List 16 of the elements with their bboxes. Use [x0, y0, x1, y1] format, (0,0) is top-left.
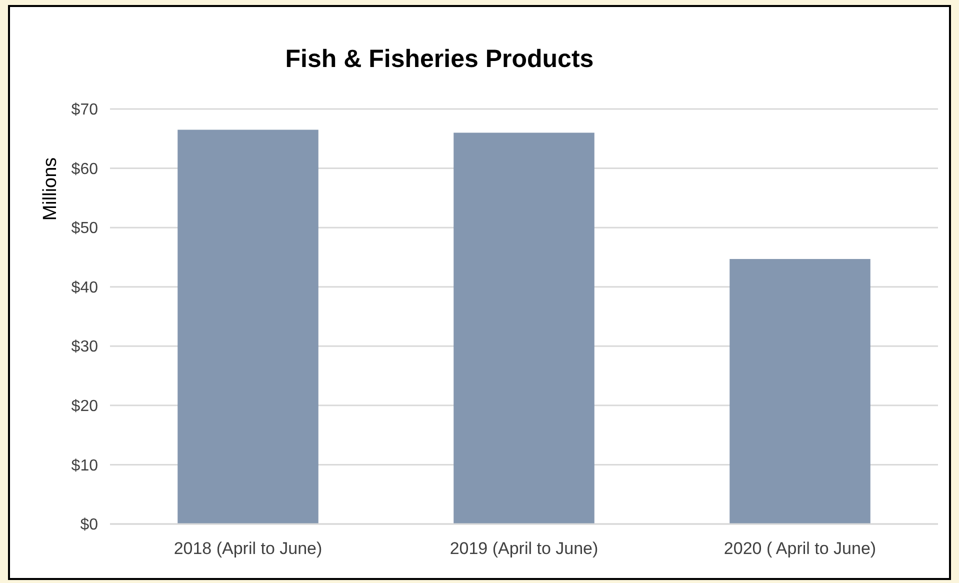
y-tick-label: $60 [71, 160, 98, 178]
bar [730, 258, 870, 524]
y-tick-label: $0 [80, 516, 98, 534]
y-tick-label: $30 [71, 338, 98, 356]
bar [454, 132, 594, 524]
bar [178, 130, 318, 524]
y-tick-label: $50 [71, 220, 98, 238]
x-tick-label: 2019 (April to June) [450, 539, 598, 558]
y-tick-label: $10 [71, 457, 98, 474]
y-tick-label: $70 [71, 102, 98, 119]
y-tick-label: $40 [71, 279, 98, 296]
x-tick-label: 2018 (April to June) [174, 539, 322, 558]
y-tick-label: $20 [71, 398, 98, 416]
x-tick-label: 2020 ( April to June) [724, 539, 876, 558]
y-axis-title: Millions [40, 157, 61, 221]
chart-title: Fish & Fisheries Products [285, 45, 594, 73]
